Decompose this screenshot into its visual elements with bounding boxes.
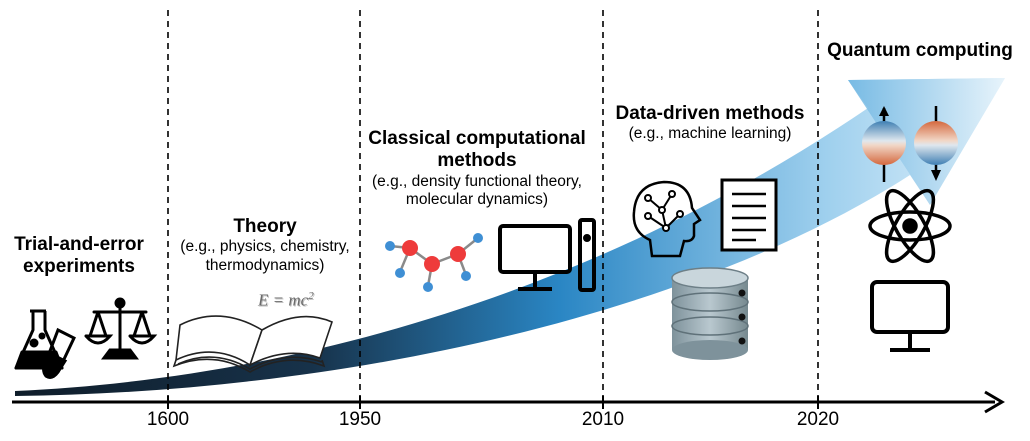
era-data-driven: Data-driven methods (e.g., machine learn… [604,103,816,144]
year-label-2020: 2020 [796,409,840,430]
era-subtitle: (e.g., density functional theory, molecu… [372,172,582,209]
era-title: Quantum computing [827,40,1013,61]
molecule-icon [385,233,483,292]
equation-emc2: E = mc2 [258,290,314,311]
year-label-2010: 2010 [581,409,625,430]
year-label-1600: 1600 [146,409,190,430]
test-tube-icon [42,327,76,379]
era-quantum-computing: Quantum computing [814,40,1026,62]
era-subtitle: (e.g., physics, chemistry, thermodynamic… [180,238,350,274]
year-label-1950: 1950 [338,409,382,430]
era-title: Data-driven methods [615,103,805,124]
balance-scale-icon [84,297,158,360]
era-title: Trial-and-error experiments [14,234,144,278]
document-icon [720,178,778,252]
brain-circuit-icon [632,180,702,258]
monitor-icon [870,280,950,352]
era-title: Theory [233,216,297,237]
qubit-spin-icon [862,106,958,182]
desktop-computer-icon [498,218,596,292]
era-trial-and-error: Trial-and-error experiments [6,234,152,279]
era-classical-computational: Classical computational methods (e.g., d… [352,128,602,209]
era-theory: Theory (e.g., physics, chemistry, thermo… [160,216,370,275]
era-title: Classical computational methods [368,128,586,172]
atom-icon [868,188,952,264]
year-ticks [167,396,819,409]
equation-exponent: 2 [308,290,314,302]
timeline-arrowhead [984,390,1005,414]
era-subtitle: (e.g., machine learning) [628,125,792,143]
database-icon [671,267,749,360]
open-book-icon [172,315,333,373]
equation-text: E = mc [258,290,309,310]
